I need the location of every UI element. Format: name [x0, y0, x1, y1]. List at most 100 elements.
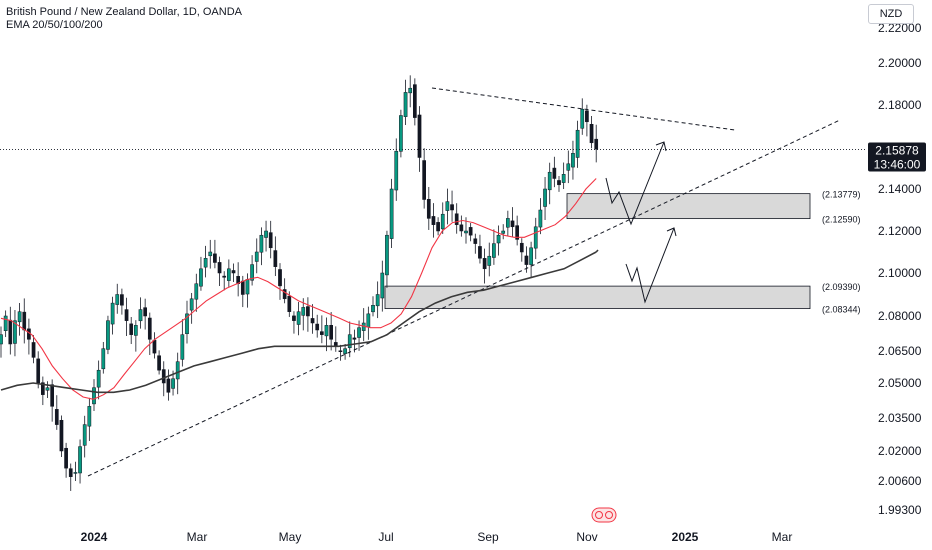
candle — [561, 162, 566, 190]
candle-body — [22, 311, 27, 331]
zone-1 — [566, 193, 811, 220]
candle — [408, 75, 413, 108]
candle-body — [45, 387, 50, 391]
candle-body — [417, 114, 422, 158]
candle — [13, 310, 17, 357]
candle-body — [343, 348, 347, 354]
x-tick-label: 2025 — [672, 530, 699, 544]
candle-body — [408, 87, 413, 94]
x-tick-label: Sep — [477, 530, 499, 544]
candle — [259, 227, 264, 266]
candle — [366, 306, 371, 340]
supply-demand-zones: (2.13779) (2.12590) (2.09390) (2.08344) — [384, 190, 861, 315]
candle — [8, 306, 13, 355]
candle-body — [399, 115, 403, 152]
candle — [492, 229, 496, 265]
y-tick-label: 2.05000 — [878, 376, 922, 390]
candle-body — [352, 337, 357, 340]
candle — [152, 332, 157, 359]
x-tick-label: 2024 — [81, 530, 108, 544]
candle — [27, 318, 31, 355]
candle-body — [436, 222, 440, 232]
candle-body — [143, 307, 148, 317]
candle — [571, 140, 575, 180]
candle-body — [8, 319, 13, 345]
candle-body — [543, 188, 547, 207]
candle — [82, 415, 87, 458]
candle — [445, 188, 450, 225]
candle-body — [185, 313, 189, 335]
candle — [436, 217, 440, 236]
currency-badge[interactable]: NZD — [868, 4, 914, 24]
candle — [189, 292, 194, 324]
candle — [227, 259, 231, 288]
candle — [92, 379, 96, 411]
candle-body — [380, 272, 385, 299]
chart-header: British Pound / New Zealand Dollar, 1D, … — [6, 6, 242, 32]
candle-body — [161, 369, 166, 384]
candle-body — [496, 234, 501, 244]
candle-body — [147, 317, 152, 340]
candle-body — [73, 472, 78, 474]
candle-body — [231, 270, 236, 274]
candle — [199, 256, 203, 291]
candle-body — [547, 171, 552, 191]
zone-2 — [384, 285, 811, 310]
candle-body — [0, 334, 3, 345]
candle — [338, 344, 343, 361]
time-axis[interactable]: 2024 Mar May Jul Sep Nov 2025 Mar — [81, 530, 793, 544]
candle-body — [110, 302, 115, 325]
candle — [482, 248, 487, 284]
y-tick-label: 2.06500 — [878, 344, 922, 358]
ema-slow-extension — [595, 249, 599, 253]
projection-arrows — [605, 141, 677, 304]
candle — [585, 104, 589, 137]
candle-body — [203, 258, 208, 268]
candle — [487, 242, 492, 277]
candle-body — [366, 313, 371, 328]
candle-body — [440, 213, 445, 230]
candle-body — [78, 446, 82, 474]
candle — [273, 236, 278, 277]
candle-body — [445, 201, 450, 211]
candle-body — [464, 230, 468, 234]
candle — [519, 238, 524, 262]
candle-body — [31, 342, 36, 358]
candle-body — [166, 378, 171, 393]
candle-body — [13, 320, 17, 344]
candle — [361, 308, 366, 342]
event-icon[interactable] — [591, 507, 617, 523]
candle — [385, 230, 389, 288]
candle — [236, 262, 241, 297]
candle-body — [375, 294, 380, 307]
candle-body — [515, 225, 519, 240]
candle-body — [492, 243, 496, 258]
candle-body — [96, 369, 101, 388]
candle — [54, 395, 59, 430]
zone-2-bottom-label: (2.08344) — [822, 305, 861, 315]
candle — [250, 255, 254, 286]
candle-body — [64, 447, 68, 469]
candle-body — [115, 294, 120, 305]
candle — [208, 239, 213, 269]
price-axis[interactable]: 2.22000 2.20000 2.18000 2.14000 2.12000 2.100… — [878, 21, 922, 517]
candle-body — [227, 268, 231, 281]
candle — [478, 234, 482, 264]
candle-body — [87, 406, 92, 427]
candle — [31, 335, 36, 364]
candle — [203, 245, 208, 278]
candle-body — [17, 311, 22, 323]
candle-body — [292, 315, 296, 321]
candle — [17, 303, 22, 336]
candle — [375, 281, 380, 319]
zone-1-bottom-label: (2.12590) — [822, 215, 861, 225]
x-tick-label: Nov — [576, 530, 597, 544]
y-tick-label: 1.99300 — [878, 503, 922, 517]
candle — [292, 311, 296, 334]
candle-body — [306, 306, 310, 317]
candle — [157, 350, 161, 375]
candle-body — [482, 258, 487, 270]
candle — [110, 296, 115, 335]
